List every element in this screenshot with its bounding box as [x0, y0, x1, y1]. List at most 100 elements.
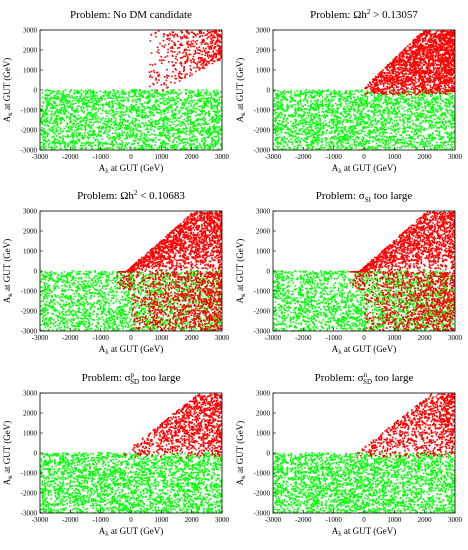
- x-axis-label: Aλ at GUT (GeV): [332, 163, 396, 175]
- x-tick-label: -2000: [295, 153, 312, 161]
- y-tick-label: 3000: [256, 390, 271, 398]
- y-axis-label: Aκ at GUT (GeV): [235, 421, 247, 486]
- y-tick-label: 1000: [256, 430, 271, 438]
- scatter-panel-4: Problem: σSI too large -3000 -2000 -1000 0 10…: [235, 190, 463, 356]
- y-tick-label: -3000: [21, 328, 38, 336]
- y-axis-label: Aκ at GUT (GeV): [2, 58, 14, 123]
- panel-title: Problem: Ωh2 > 0.13057: [310, 8, 418, 21]
- x-tick-label: -3000: [265, 516, 282, 524]
- scatter-panel-1: Problem: No DM candidate -3000 -2000 -1000 0…: [2, 9, 230, 175]
- y-tick-label: -2000: [254, 490, 271, 498]
- y-tick-label: 1000: [23, 248, 38, 256]
- x-axis-label: Aλ at GUT (GeV): [332, 526, 396, 538]
- y-tick-label: -2000: [21, 308, 38, 316]
- x-tick-label: 2000: [185, 334, 200, 342]
- panel-title: Problem: σSI too large: [316, 190, 413, 204]
- x-tick-label: -1000: [325, 334, 342, 342]
- x-tick-label: 3000: [448, 334, 463, 342]
- x-tick-label: -3000: [32, 516, 49, 524]
- scatter-panel-3: Problem: Ωh2 < 0.10683 -3000 -2000 -1000 0 10…: [2, 189, 230, 356]
- y-tick-label: 0: [267, 87, 271, 95]
- y-axis-label: Aκ at GUT (GeV): [235, 58, 247, 123]
- red-points: [364, 30, 455, 96]
- red-points: [356, 393, 455, 459]
- y-tick-label: 3000: [23, 390, 38, 398]
- x-tick-label: -1000: [92, 334, 109, 342]
- scatter-panel-6: Problem: σn SD too large -3000 -2000 -1000 0 1…: [235, 371, 463, 538]
- panel-title: Problem: Ωh2 < 0.10683: [77, 189, 185, 202]
- x-tick-label: 2000: [418, 153, 433, 161]
- x-tick-label: 1000: [154, 334, 169, 342]
- y-tick-label: -2000: [254, 127, 271, 135]
- y-tick-label: -1000: [21, 470, 38, 478]
- y-tick-label: 3000: [23, 208, 38, 216]
- green-points: [273, 270, 455, 331]
- y-tick-label: 3000: [256, 27, 271, 35]
- x-tick-label: -2000: [62, 334, 79, 342]
- y-tick-label: -3000: [254, 147, 271, 155]
- x-tick-label: 3000: [448, 153, 463, 161]
- y-tick-label: -3000: [254, 510, 271, 518]
- x-tick-label: -1000: [325, 153, 342, 161]
- x-tick-label: -2000: [62, 153, 79, 161]
- green-points: [273, 89, 455, 150]
- y-tick-label: -1000: [21, 288, 38, 296]
- y-tick-label: 0: [34, 268, 38, 276]
- y-tick-label: 3000: [23, 27, 38, 35]
- x-tick-label: 2000: [418, 334, 433, 342]
- y-tick-label: 2000: [23, 47, 38, 55]
- x-tick-label: 1000: [387, 516, 402, 524]
- points: [273, 211, 455, 331]
- x-tick-label: -2000: [62, 516, 79, 524]
- x-tick-label: 1000: [387, 334, 402, 342]
- x-tick-label: 2000: [185, 516, 200, 524]
- y-tick-label: -3000: [21, 510, 38, 518]
- x-tick-label: 0: [362, 334, 366, 342]
- y-tick-label: 0: [34, 87, 38, 95]
- y-tick-label: -3000: [21, 147, 38, 155]
- scatter-panel-2: Problem: Ωh2 > 0.13057 -3000 -2000 -1000 0 10…: [235, 8, 463, 175]
- y-axis-label: Aκ at GUT (GeV): [2, 239, 14, 304]
- y-tick-label: -2000: [21, 490, 38, 498]
- x-tick-label: 3000: [215, 516, 230, 524]
- green-points: [40, 89, 222, 150]
- points: [40, 393, 222, 513]
- y-axis-label: Aκ at GUT (GeV): [2, 421, 14, 486]
- y-tick-label: -3000: [254, 328, 271, 336]
- x-tick-label: -3000: [32, 153, 49, 161]
- x-tick-label: 2000: [185, 153, 200, 161]
- y-tick-label: 2000: [256, 410, 271, 418]
- y-tick-label: 1000: [23, 430, 38, 438]
- x-tick-label: 0: [362, 516, 366, 524]
- y-axis-label: Aκ at GUT (GeV): [235, 239, 247, 304]
- x-tick-label: 1000: [154, 516, 169, 524]
- y-tick-label: -2000: [254, 308, 271, 316]
- y-tick-label: -1000: [254, 288, 271, 296]
- x-tick-label: 1000: [154, 153, 169, 161]
- y-tick-label: 2000: [256, 47, 271, 55]
- red-points: [148, 30, 222, 92]
- green-points: [273, 452, 455, 513]
- x-axis-label: Aλ at GUT (GeV): [99, 344, 163, 356]
- x-tick-label: -2000: [295, 516, 312, 524]
- x-tick-label: -2000: [295, 334, 312, 342]
- x-tick-label: 3000: [215, 153, 230, 161]
- x-tick-label: 0: [129, 516, 133, 524]
- x-axis-label: Aλ at GUT (GeV): [99, 163, 163, 175]
- y-tick-label: -1000: [21, 107, 38, 115]
- y-tick-label: 1000: [256, 248, 271, 256]
- x-tick-label: 0: [129, 153, 133, 161]
- x-tick-label: -3000: [265, 153, 282, 161]
- x-tick-label: 0: [362, 153, 366, 161]
- panel-title: Problem: No DM candidate: [70, 9, 192, 21]
- points: [40, 30, 222, 150]
- y-tick-label: 0: [267, 450, 271, 458]
- x-tick-label: 2000: [418, 516, 433, 524]
- points: [273, 30, 455, 150]
- x-tick-label: -1000: [325, 516, 342, 524]
- green-points: [40, 452, 222, 513]
- y-tick-label: 2000: [23, 410, 38, 418]
- x-tick-label: 0: [129, 334, 133, 342]
- y-tick-label: 2000: [23, 228, 38, 236]
